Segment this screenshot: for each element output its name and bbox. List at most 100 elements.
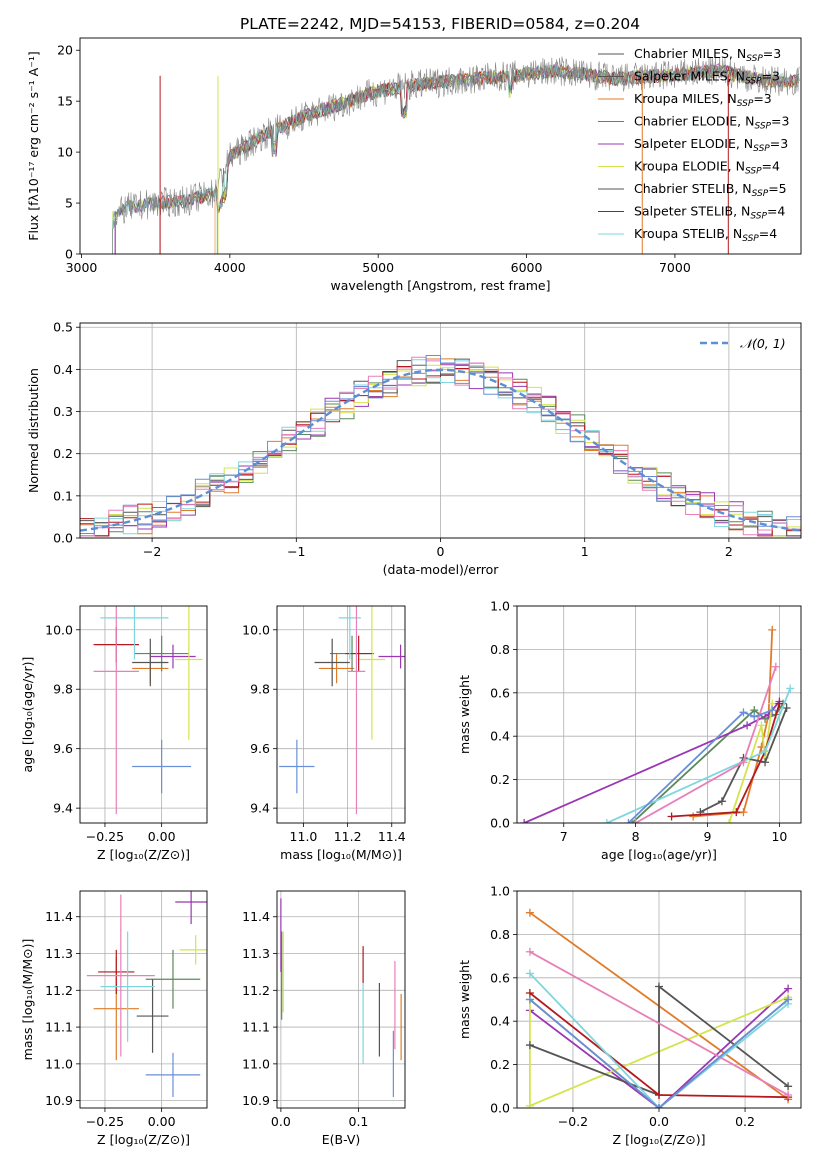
series-marker <box>525 1101 534 1108</box>
x-axis-label: Z [log₁₀(Z/Z⊙)] <box>613 1132 706 1147</box>
x-tick-label: 11.4 <box>378 829 406 844</box>
plot-area <box>525 908 793 1108</box>
legend-entry: Chabrier STELIB, NSSP=5 <box>634 181 787 199</box>
y-tick-label: 11.1 <box>45 1020 73 1035</box>
legend-entry: 𝒩(0, 1) <box>740 336 786 351</box>
x-tick-label: 3000 <box>66 260 98 275</box>
x-axis-label: (data-model)/error <box>383 562 500 577</box>
x-tick-label: 0.1 <box>349 1114 369 1129</box>
axes-frame <box>516 605 802 824</box>
y-tick-label: 0.0 <box>53 531 73 546</box>
y-tick-label: 0.5 <box>53 320 73 335</box>
y-tick-label: 1.0 <box>490 884 510 899</box>
series-marker <box>761 747 770 756</box>
legend-entry: Salpeter STELIB, NSSP=4 <box>634 204 785 222</box>
series-marker <box>784 1082 793 1091</box>
axes-frame <box>276 890 406 1109</box>
plot-area <box>279 606 405 815</box>
y-tick-label: 0.3 <box>53 404 73 419</box>
x-tick-label: −2 <box>143 544 161 559</box>
axes-frame <box>79 37 802 255</box>
y-tick-label: 0.6 <box>490 685 510 700</box>
legend-entry: Kroupa ELODIE, NSSP=4 <box>634 159 780 177</box>
series-line-c6 <box>671 703 781 818</box>
y-tick-label: 11.4 <box>242 909 270 924</box>
series-marker <box>750 712 759 721</box>
series-marker <box>655 982 663 991</box>
panel-weight_vs_age: 7 8 9 10 0.0 0.2 0.4 0.6 0.8 1.0 age [log₁₀(age/yr… <box>457 599 802 862</box>
normal-curve <box>80 368 801 532</box>
panel-age_vs_mass: 11.0 11.2 11.4 9.4 9.6 9.8 10.0 mass [log₁₀(M/M… <box>242 605 406 862</box>
series-marker <box>739 708 748 717</box>
x-tick-label: −0.25 <box>86 829 124 844</box>
plot-area <box>280 898 402 1097</box>
series-marker <box>782 703 791 712</box>
x-tick-label: 9 <box>704 829 712 844</box>
histogram-c6 <box>80 366 801 537</box>
series-marker <box>784 984 793 993</box>
series-line-c8 <box>529 951 789 1096</box>
x-axis-label: Z [log₁₀(Z/Z⊙)] <box>97 847 190 862</box>
axes-frame <box>79 890 208 1109</box>
series-marker <box>602 819 611 823</box>
series-marker <box>739 758 748 767</box>
y-tick-label: 0.6 <box>490 970 510 985</box>
x-tick-label: 7 <box>560 829 568 844</box>
y-tick-label: 10.0 <box>45 622 73 637</box>
x-axis-label: Z [log₁₀(Z/Z⊙)] <box>97 1132 190 1147</box>
series-marker <box>624 819 633 823</box>
series-marker <box>732 808 741 817</box>
legend: Chabrier MILES, NSSP=3 Salpeter MILES, NS… <box>598 46 789 244</box>
y-tick-label: 10.9 <box>242 1093 270 1108</box>
y-tick-label: 0.2 <box>53 446 73 461</box>
series-marker <box>655 1104 663 1108</box>
series-marker <box>771 662 780 671</box>
series-line-c7 <box>529 972 789 1108</box>
legend-entry: Salpeter ELODIE, NSSP=3 <box>634 136 788 154</box>
series-marker <box>525 947 534 956</box>
series-marker <box>725 819 734 823</box>
axes-frame <box>79 605 208 824</box>
panel-mass_vs_Z: −0.25 0.00 10.9 11.0 11.1 11.2 11.3 11.4 Z [log₁… <box>20 890 208 1147</box>
panel-weight_vs_Z: −0.2 0.0 0.2 0.0 0.2 0.4 0.6 0.8 1.0 Z [log₁₀(Z/Z… <box>457 884 802 1147</box>
y-axis-label: Flux [fλ10⁻¹⁷ erg cm⁻² s⁻¹ A⁻¹] <box>26 51 41 240</box>
series-line-c5 <box>529 984 789 1097</box>
y-tick-label: 11.1 <box>242 1020 270 1035</box>
x-tick-label: −1 <box>287 544 305 559</box>
y-tick-label: 0.8 <box>490 927 510 942</box>
y-tick-label: 11.3 <box>45 946 73 961</box>
x-tick-label: 7000 <box>659 260 691 275</box>
series-marker <box>525 969 534 978</box>
y-tick-label: 0 <box>65 247 73 262</box>
series-line-c4 <box>728 703 774 823</box>
y-tick-label: 9.6 <box>250 741 270 756</box>
y-tick-label: 15 <box>57 94 73 109</box>
y-axis-label: mass weight <box>457 960 472 1039</box>
legend-entry: Salpeter MILES, NSSP=3 <box>634 69 780 87</box>
panel-mass_vs_EBV: 0.0 0.1 10.9 11.0 11.1 11.2 11.3 11.4 E(B-V) <box>242 890 406 1147</box>
series-line-c3 <box>529 987 789 1108</box>
plot-area <box>80 355 801 537</box>
y-tick-label: 9.4 <box>53 801 73 816</box>
series-marker <box>739 808 748 817</box>
x-tick-label: 0.00 <box>148 829 176 844</box>
y-axis-label: age [log₁₀(age/yr)] <box>20 657 35 773</box>
series-marker <box>775 699 784 708</box>
x-tick-label: 0 <box>437 544 445 559</box>
panel-residuals: −2 −1 0 1 2 0.0 0.1 0.2 0.3 0.4 0.5 (data-model)/er… <box>26 320 802 577</box>
x-axis-label: wavelength [Angstrom, rest frame] <box>330 278 550 293</box>
y-tick-label: 11.2 <box>242 983 270 998</box>
x-axis-label: E(B-V) <box>322 1132 361 1147</box>
axes-frame <box>79 322 802 539</box>
x-axis-label: age [log₁₀(age/yr)] <box>601 847 717 862</box>
y-axis-label: mass [log₁₀(M/M⊙)] <box>20 939 35 1061</box>
y-tick-label: 0.0 <box>490 1101 510 1116</box>
figure-title: PLATE=2242, MJD=54153, FIBERID=0584, z=0… <box>240 15 640 33</box>
y-tick-label: 0.4 <box>490 1014 510 1029</box>
y-tick-label: 9.6 <box>53 741 73 756</box>
y-tick-label: 0.8 <box>490 642 510 657</box>
histogram-c9 <box>80 355 801 534</box>
y-tick-label: 5 <box>65 196 73 211</box>
plot-area <box>112 56 800 254</box>
